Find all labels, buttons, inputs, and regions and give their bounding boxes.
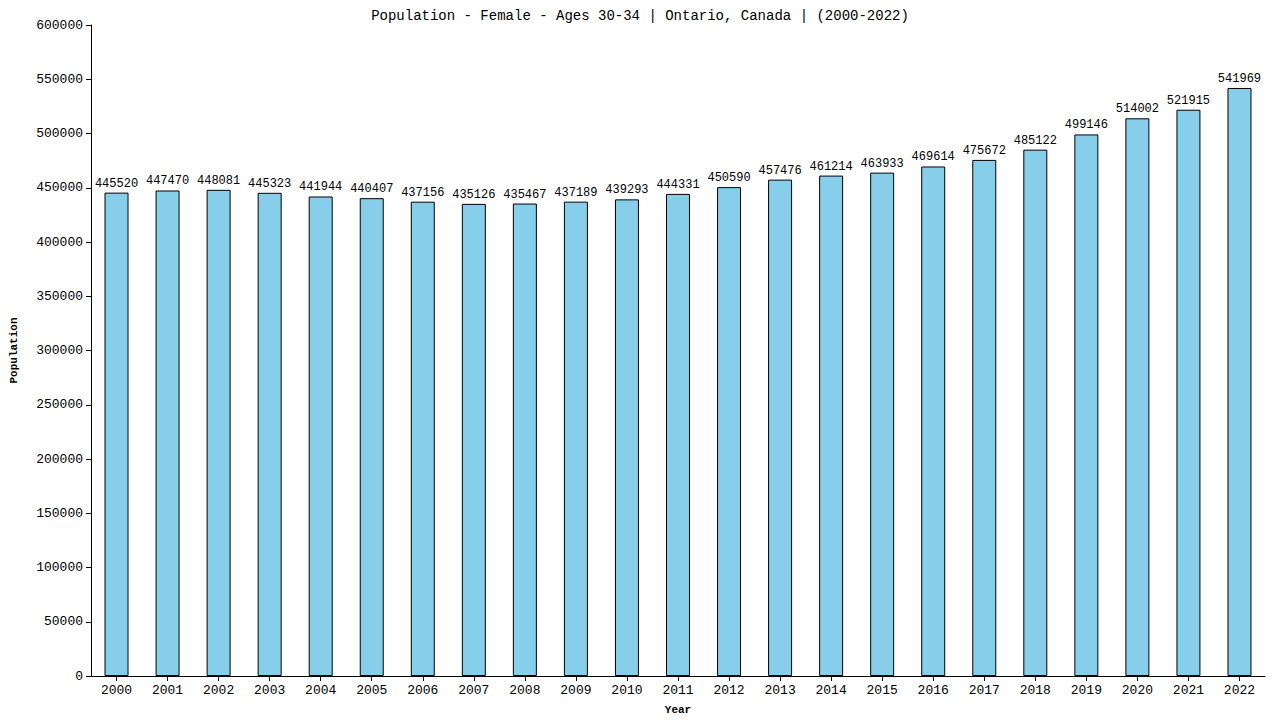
svg-text:0: 0	[75, 669, 83, 684]
svg-text:100000: 100000	[36, 560, 83, 575]
svg-text:2002: 2002	[203, 683, 234, 698]
svg-text:2017: 2017	[969, 683, 1000, 698]
svg-text:300000: 300000	[36, 343, 83, 358]
svg-text:2015: 2015	[867, 683, 898, 698]
svg-text:2018: 2018	[1020, 683, 1051, 698]
svg-text:Year: Year	[665, 704, 691, 716]
svg-text:2013: 2013	[764, 683, 795, 698]
svg-text:447470: 447470	[146, 174, 189, 188]
svg-text:2020: 2020	[1122, 683, 1153, 698]
svg-text:439293: 439293	[605, 183, 648, 197]
svg-text:600000: 600000	[36, 18, 83, 33]
svg-text:450590: 450590	[707, 171, 750, 185]
svg-text:435467: 435467	[503, 188, 546, 202]
svg-text:Population: Population	[8, 317, 20, 383]
svg-text:445323: 445323	[248, 177, 291, 191]
svg-text:440407: 440407	[350, 182, 393, 196]
svg-text:2019: 2019	[1071, 683, 1102, 698]
svg-text:Population - Female - Ages 30-: Population - Female - Ages 30-34 | Ontar…	[371, 8, 909, 24]
svg-text:2000: 2000	[101, 683, 132, 698]
svg-text:2010: 2010	[611, 683, 642, 698]
svg-text:350000: 350000	[36, 289, 83, 304]
svg-text:521915: 521915	[1167, 94, 1210, 108]
svg-text:514002: 514002	[1116, 102, 1159, 116]
svg-text:500000: 500000	[36, 126, 83, 141]
svg-text:550000: 550000	[36, 72, 83, 87]
svg-text:475672: 475672	[963, 144, 1006, 158]
svg-text:250000: 250000	[36, 397, 83, 412]
svg-text:2004: 2004	[305, 683, 336, 698]
svg-text:2016: 2016	[918, 683, 949, 698]
svg-text:450000: 450000	[36, 180, 83, 195]
svg-text:2003: 2003	[254, 683, 285, 698]
svg-text:437156: 437156	[401, 186, 444, 200]
svg-text:437189: 437189	[554, 186, 597, 200]
svg-text:150000: 150000	[36, 506, 83, 521]
svg-text:448081: 448081	[197, 174, 240, 188]
svg-text:2009: 2009	[560, 683, 591, 698]
svg-text:441944: 441944	[299, 180, 342, 194]
svg-text:469614: 469614	[912, 150, 955, 164]
svg-text:2008: 2008	[509, 683, 540, 698]
svg-text:2001: 2001	[152, 683, 183, 698]
svg-text:200000: 200000	[36, 452, 83, 467]
svg-text:461214: 461214	[810, 160, 853, 174]
svg-text:463933: 463933	[861, 157, 904, 171]
svg-text:457476: 457476	[758, 164, 801, 178]
svg-text:485122: 485122	[1014, 134, 1057, 148]
svg-text:2006: 2006	[407, 683, 438, 698]
svg-text:445520: 445520	[95, 177, 138, 191]
svg-text:2007: 2007	[458, 683, 489, 698]
svg-text:2005: 2005	[356, 683, 387, 698]
svg-text:541969: 541969	[1218, 72, 1261, 86]
svg-text:435126: 435126	[452, 188, 495, 202]
svg-text:2021: 2021	[1173, 683, 1204, 698]
svg-text:2011: 2011	[662, 683, 693, 698]
svg-text:400000: 400000	[36, 235, 83, 250]
svg-text:2014: 2014	[816, 683, 847, 698]
svg-text:50000: 50000	[44, 614, 83, 629]
svg-text:444331: 444331	[656, 178, 699, 192]
svg-text:499146: 499146	[1065, 118, 1108, 132]
svg-text:2012: 2012	[713, 683, 744, 698]
svg-text:2022: 2022	[1224, 683, 1255, 698]
